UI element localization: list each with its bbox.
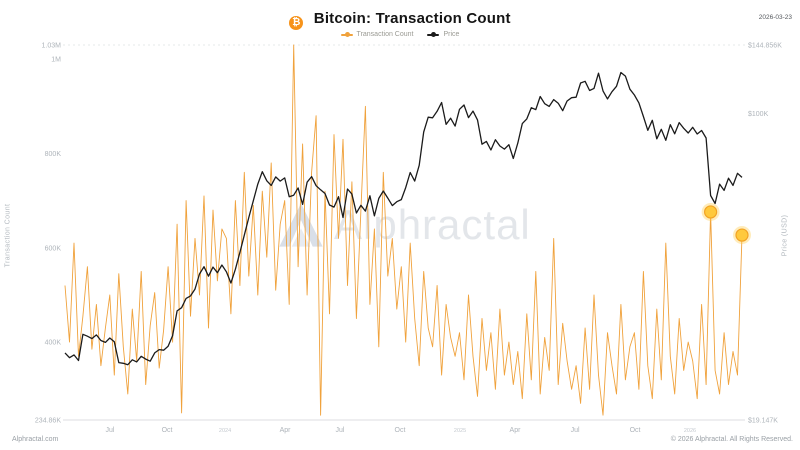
- y-axis-tick-left: 600K: [45, 245, 62, 252]
- y-axis-tick-right: $19.147K: [748, 418, 778, 425]
- legend-item-transaction-count[interactable]: Transaction Count: [340, 31, 414, 38]
- y-axis-tick-left: 400K: [45, 340, 62, 347]
- footer-copyright: © 2026 Alphractal. All Rights Reserved.: [670, 436, 793, 443]
- y-axis-tick-left: 1M: [51, 57, 61, 64]
- x-axis-year-tick: 2024: [219, 428, 231, 434]
- y-axis-tick-right: $144.856K: [748, 43, 782, 50]
- x-axis-month-tick: Oct: [630, 427, 641, 434]
- legend-label: Price: [443, 31, 460, 38]
- x-axis-month-tick: Jul: [106, 427, 115, 434]
- highlight-dot: [735, 228, 749, 242]
- x-axis-month-tick: Apr: [280, 427, 292, 434]
- x-axis-year-tick: 2025: [454, 428, 466, 434]
- bitcoin-icon: ₿: [289, 16, 304, 30]
- left-axis-title: Transaction Count: [4, 203, 12, 268]
- x-axis-month-tick: Jul: [336, 427, 345, 434]
- highlight-dot: [704, 205, 718, 219]
- x-axis-month-tick: Oct: [162, 427, 173, 434]
- footer-brand-link: Alphractal.com: [12, 436, 59, 443]
- y-axis-tick-left: 234.86K: [35, 418, 61, 425]
- y-axis-tick-left: 1.03M: [42, 43, 62, 50]
- series-line-price: [64, 71, 743, 366]
- page-title: Bitcoin: Transaction Count: [313, 10, 511, 27]
- right-axis-title: Price (USD): [781, 214, 789, 257]
- chart-legend: Transaction Count Price: [0, 31, 800, 38]
- price-swatch-icon: [427, 32, 440, 37]
- y-axis-tick-left: 800K: [45, 151, 62, 158]
- transaction-count-swatch-icon: [340, 32, 353, 37]
- x-axis-month-tick: Oct: [395, 427, 406, 434]
- x-axis-month-tick: Jul: [571, 427, 580, 434]
- x-axis-year-tick: 2026: [684, 428, 696, 434]
- chart-header: ₿ Bitcoin: Transaction Count: [0, 10, 800, 30]
- chart-date: 2026-03-23: [758, 14, 792, 21]
- legend-label: Transaction Count: [356, 31, 414, 38]
- legend-item-price[interactable]: Price: [427, 31, 459, 38]
- x-axis-month-tick: Apr: [510, 427, 522, 434]
- series-line-transaction-count: [64, 44, 743, 416]
- y-axis-tick-right: $100K: [748, 111, 769, 118]
